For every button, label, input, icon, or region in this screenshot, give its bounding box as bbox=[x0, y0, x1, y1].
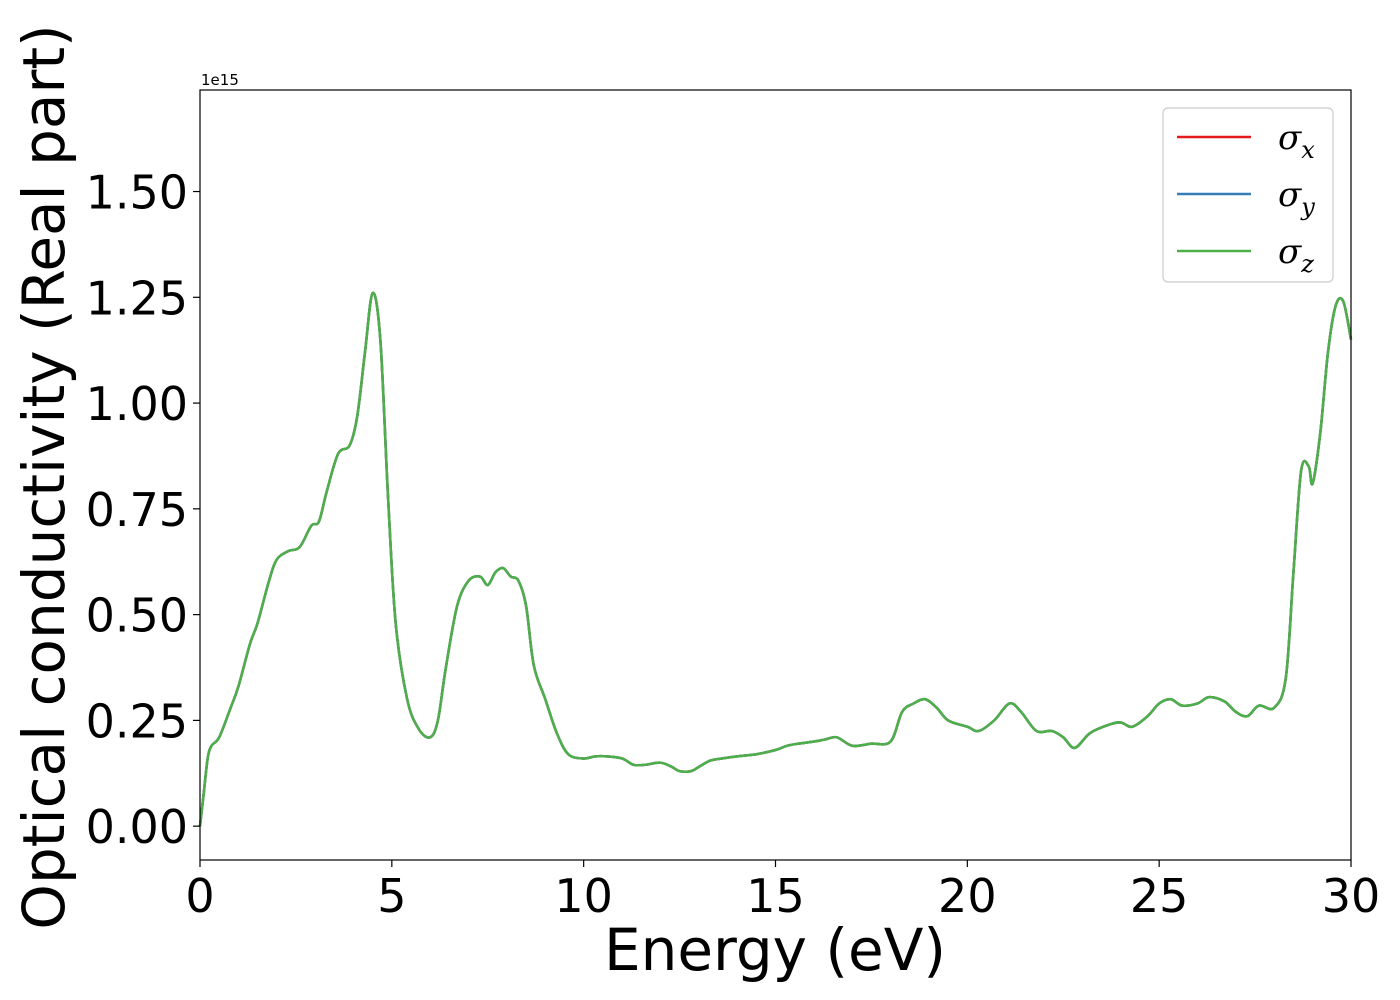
y-tick-label: 0.75 bbox=[86, 483, 188, 537]
x-tick-label: 15 bbox=[746, 869, 805, 923]
y-tick-label: 1.25 bbox=[86, 271, 188, 325]
series-line-y bbox=[198, 291, 1353, 827]
x-tick-label: 10 bbox=[554, 869, 613, 923]
y-tick-label: 0.50 bbox=[86, 589, 188, 643]
x-tick-label: 0 bbox=[185, 869, 214, 923]
series-layer bbox=[198, 291, 1353, 827]
y-axis-title: Optical conductivity (Real part) bbox=[10, 24, 78, 929]
y-tick-label: 1.00 bbox=[86, 377, 188, 431]
y-axis: 0.00 0.25 0.50 0.75 1.00 1.25 1.50 bbox=[86, 166, 200, 854]
x-axis-title: Energy (eV) bbox=[604, 916, 946, 984]
x-tick-label: 25 bbox=[1130, 869, 1189, 923]
series-line-x bbox=[198, 291, 1353, 827]
x-tick-label: 5 bbox=[377, 869, 406, 923]
x-axis: 0 5 10 15 20 25 30 bbox=[185, 860, 1380, 923]
y-tick-label: 0.25 bbox=[86, 694, 188, 748]
series-line-z bbox=[198, 291, 1353, 827]
y-offset-label: 1e15 bbox=[201, 71, 239, 89]
x-tick-label: 20 bbox=[938, 869, 997, 923]
y-tick-label: 1.50 bbox=[86, 166, 188, 220]
y-tick-label: 0.00 bbox=[86, 800, 188, 854]
x-tick-label: 30 bbox=[1322, 869, 1381, 923]
